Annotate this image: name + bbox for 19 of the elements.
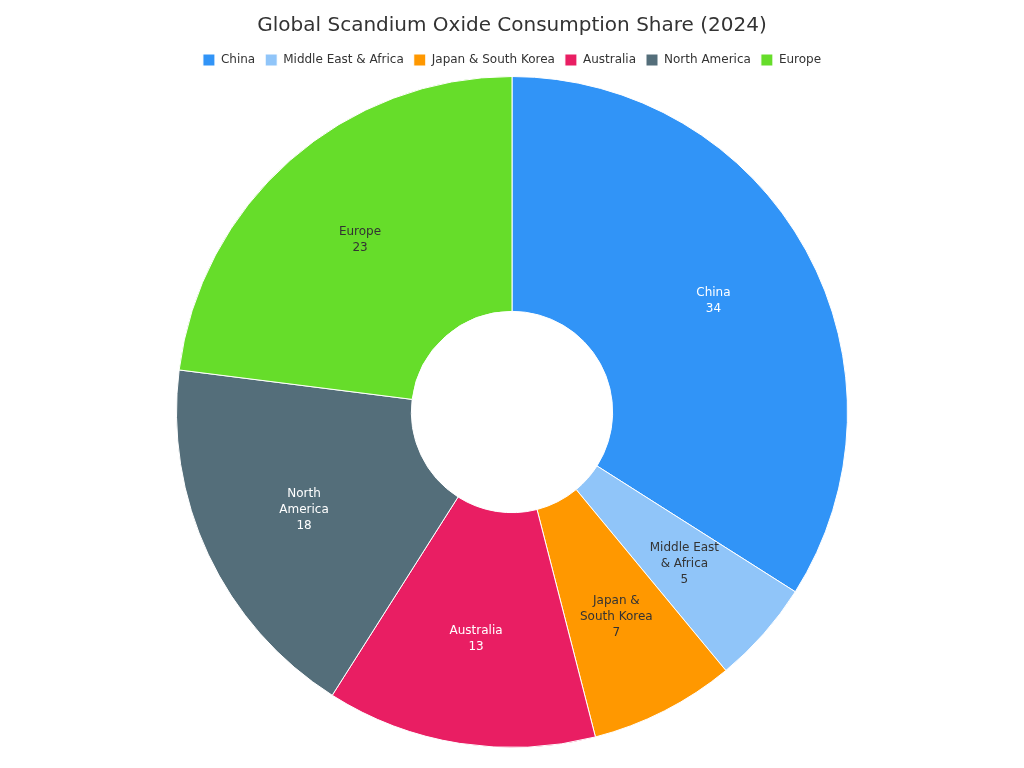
legend-label: Europe (778, 52, 822, 67)
data-label: 7 (612, 624, 621, 639)
data-label: 18 (296, 517, 312, 532)
legend-label: Australia (582, 52, 637, 67)
data-label: 13 (468, 639, 484, 654)
slice-label: Europe (338, 223, 382, 238)
legend-label: Middle East & Africa (283, 52, 404, 67)
slice-label: Middle East & Africa (649, 540, 720, 571)
slice-label: Australia (449, 623, 503, 638)
slice-label: North America (279, 485, 329, 516)
legend-label: North America (664, 52, 751, 67)
chart-title: Global Scandium Oxide Consumption Share (2024) (257, 12, 767, 37)
data-label: 5 (680, 572, 689, 587)
data-label: 34 (705, 301, 722, 316)
slice-label: Japan & South Korea (579, 592, 653, 623)
legend-label: China (220, 52, 256, 67)
legend-label: Japan & South Korea (430, 52, 555, 67)
slice-label: China (696, 285, 731, 300)
data-label: 23 (352, 239, 368, 254)
